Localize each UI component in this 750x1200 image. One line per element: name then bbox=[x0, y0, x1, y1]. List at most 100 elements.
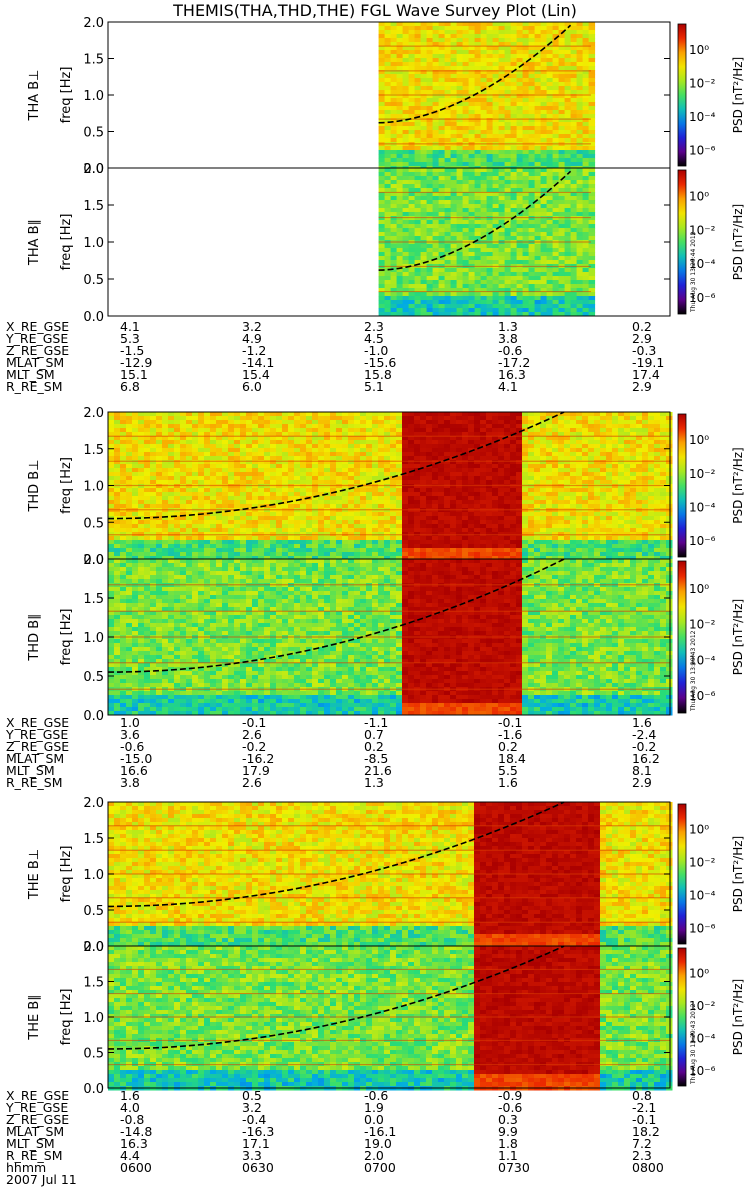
heatmap-cell bbox=[330, 464, 337, 469]
heatmap-cell bbox=[378, 150, 386, 155]
heatmap-cell bbox=[558, 122, 566, 127]
heatmap-cell bbox=[456, 272, 464, 277]
heatmap-cell bbox=[192, 552, 199, 557]
heatmap-cell bbox=[186, 440, 193, 445]
heatmap-cell bbox=[414, 512, 421, 517]
heatmap-cell bbox=[318, 456, 325, 461]
heatmap-cell bbox=[192, 484, 199, 489]
heatmap-cell bbox=[456, 488, 463, 493]
heatmap-cell bbox=[486, 220, 494, 225]
heatmap-cell bbox=[444, 468, 451, 473]
heatmap-cell bbox=[426, 532, 433, 537]
heatmap-cell bbox=[378, 138, 386, 143]
heatmap-cell bbox=[498, 130, 506, 135]
heatmap-cell bbox=[168, 492, 175, 497]
heatmap-cell bbox=[468, 196, 476, 201]
heatmap-cell bbox=[438, 22, 446, 27]
heatmap-cell bbox=[522, 154, 530, 159]
heatmap-cell bbox=[492, 244, 500, 249]
heatmap-cell bbox=[144, 448, 151, 453]
heatmap-cell bbox=[462, 536, 469, 541]
heatmap-cell bbox=[264, 472, 271, 477]
heatmap-cell bbox=[420, 232, 428, 237]
heatmap-cell bbox=[522, 54, 530, 59]
heatmap-cell bbox=[384, 158, 392, 163]
heatmap-cell bbox=[582, 102, 590, 107]
heatmap-cell bbox=[462, 212, 470, 217]
heatmap-cell bbox=[300, 548, 307, 553]
heatmap-cell bbox=[162, 440, 169, 445]
heatmap-cell bbox=[276, 416, 283, 421]
heatmap-cell bbox=[114, 416, 121, 421]
heatmap-cell bbox=[426, 172, 434, 177]
heatmap-cell bbox=[492, 74, 500, 79]
heatmap-cell bbox=[162, 544, 169, 549]
heatmap-cell bbox=[426, 484, 433, 489]
heatmap-cell bbox=[468, 150, 476, 155]
heatmap-cell bbox=[522, 284, 530, 289]
heatmap-cell bbox=[546, 90, 554, 95]
heatmap-cell bbox=[456, 428, 463, 433]
heatmap-cell bbox=[270, 532, 277, 537]
heatmap-cell bbox=[426, 308, 434, 313]
heatmap-cell bbox=[324, 436, 331, 441]
heatmap-cell bbox=[324, 484, 331, 489]
heatmap-cell bbox=[432, 228, 440, 233]
heatmap-cell bbox=[450, 308, 458, 313]
heatmap-cell bbox=[474, 180, 482, 185]
heatmap-cell bbox=[552, 208, 560, 213]
heatmap-cell bbox=[390, 464, 397, 469]
heatmap-cell bbox=[408, 248, 416, 253]
heatmap-cell bbox=[210, 472, 217, 477]
heatmap-cell bbox=[462, 224, 470, 229]
heatmap-cell bbox=[264, 496, 271, 501]
heatmap-cell bbox=[120, 492, 127, 497]
heatmap-cell bbox=[258, 492, 265, 497]
heatmap-cell bbox=[444, 428, 451, 433]
heatmap-cell bbox=[504, 244, 512, 249]
heatmap-cell bbox=[468, 216, 476, 221]
heatmap-cell bbox=[426, 544, 433, 549]
heatmap-cell bbox=[144, 500, 151, 505]
heatmap-cell bbox=[384, 552, 391, 557]
heatmap-cell bbox=[420, 528, 427, 533]
heatmap-cell bbox=[378, 208, 386, 213]
heatmap-cell bbox=[534, 150, 542, 155]
heatmap-cell bbox=[402, 126, 410, 131]
heatmap-cell bbox=[132, 512, 139, 517]
heatmap-cell bbox=[564, 82, 572, 87]
heatmap-cell bbox=[396, 472, 403, 477]
heatmap-cell bbox=[306, 460, 313, 465]
heatmap-cell bbox=[396, 244, 404, 249]
heatmap-cell bbox=[114, 496, 121, 501]
heatmap-cell bbox=[132, 412, 139, 417]
heatmap-cell bbox=[456, 138, 464, 143]
heatmap-cell bbox=[294, 492, 301, 497]
heatmap-cell bbox=[540, 22, 548, 27]
heatmap-cell bbox=[576, 200, 584, 205]
heatmap-cell bbox=[408, 488, 415, 493]
heatmap-cell bbox=[252, 448, 259, 453]
heatmap-cell bbox=[540, 146, 548, 151]
heatmap-cell bbox=[420, 428, 427, 433]
heatmap-cell bbox=[396, 444, 403, 449]
heatmap-cell bbox=[414, 134, 422, 139]
heatmap-cell bbox=[540, 184, 548, 189]
ephemeris-value: 2.9 bbox=[632, 379, 652, 394]
heatmap-cell bbox=[108, 512, 115, 517]
heatmap-cell bbox=[456, 412, 463, 417]
heatmap-cell bbox=[192, 512, 199, 517]
heatmap-cell bbox=[558, 172, 566, 177]
heatmap-cell bbox=[402, 134, 410, 139]
heatmap-cell bbox=[378, 86, 386, 91]
heatmap-cell bbox=[312, 540, 319, 545]
heatmap-cell bbox=[450, 154, 458, 159]
heatmap-cell bbox=[384, 154, 392, 159]
heatmap-cell bbox=[318, 492, 325, 497]
heatmap-cell bbox=[126, 496, 133, 501]
heatmap-cell bbox=[426, 66, 434, 71]
heatmap-cell bbox=[534, 308, 542, 313]
heatmap-cell bbox=[318, 448, 325, 453]
heatmap-cell bbox=[312, 536, 319, 541]
heatmap-cell bbox=[468, 276, 476, 281]
